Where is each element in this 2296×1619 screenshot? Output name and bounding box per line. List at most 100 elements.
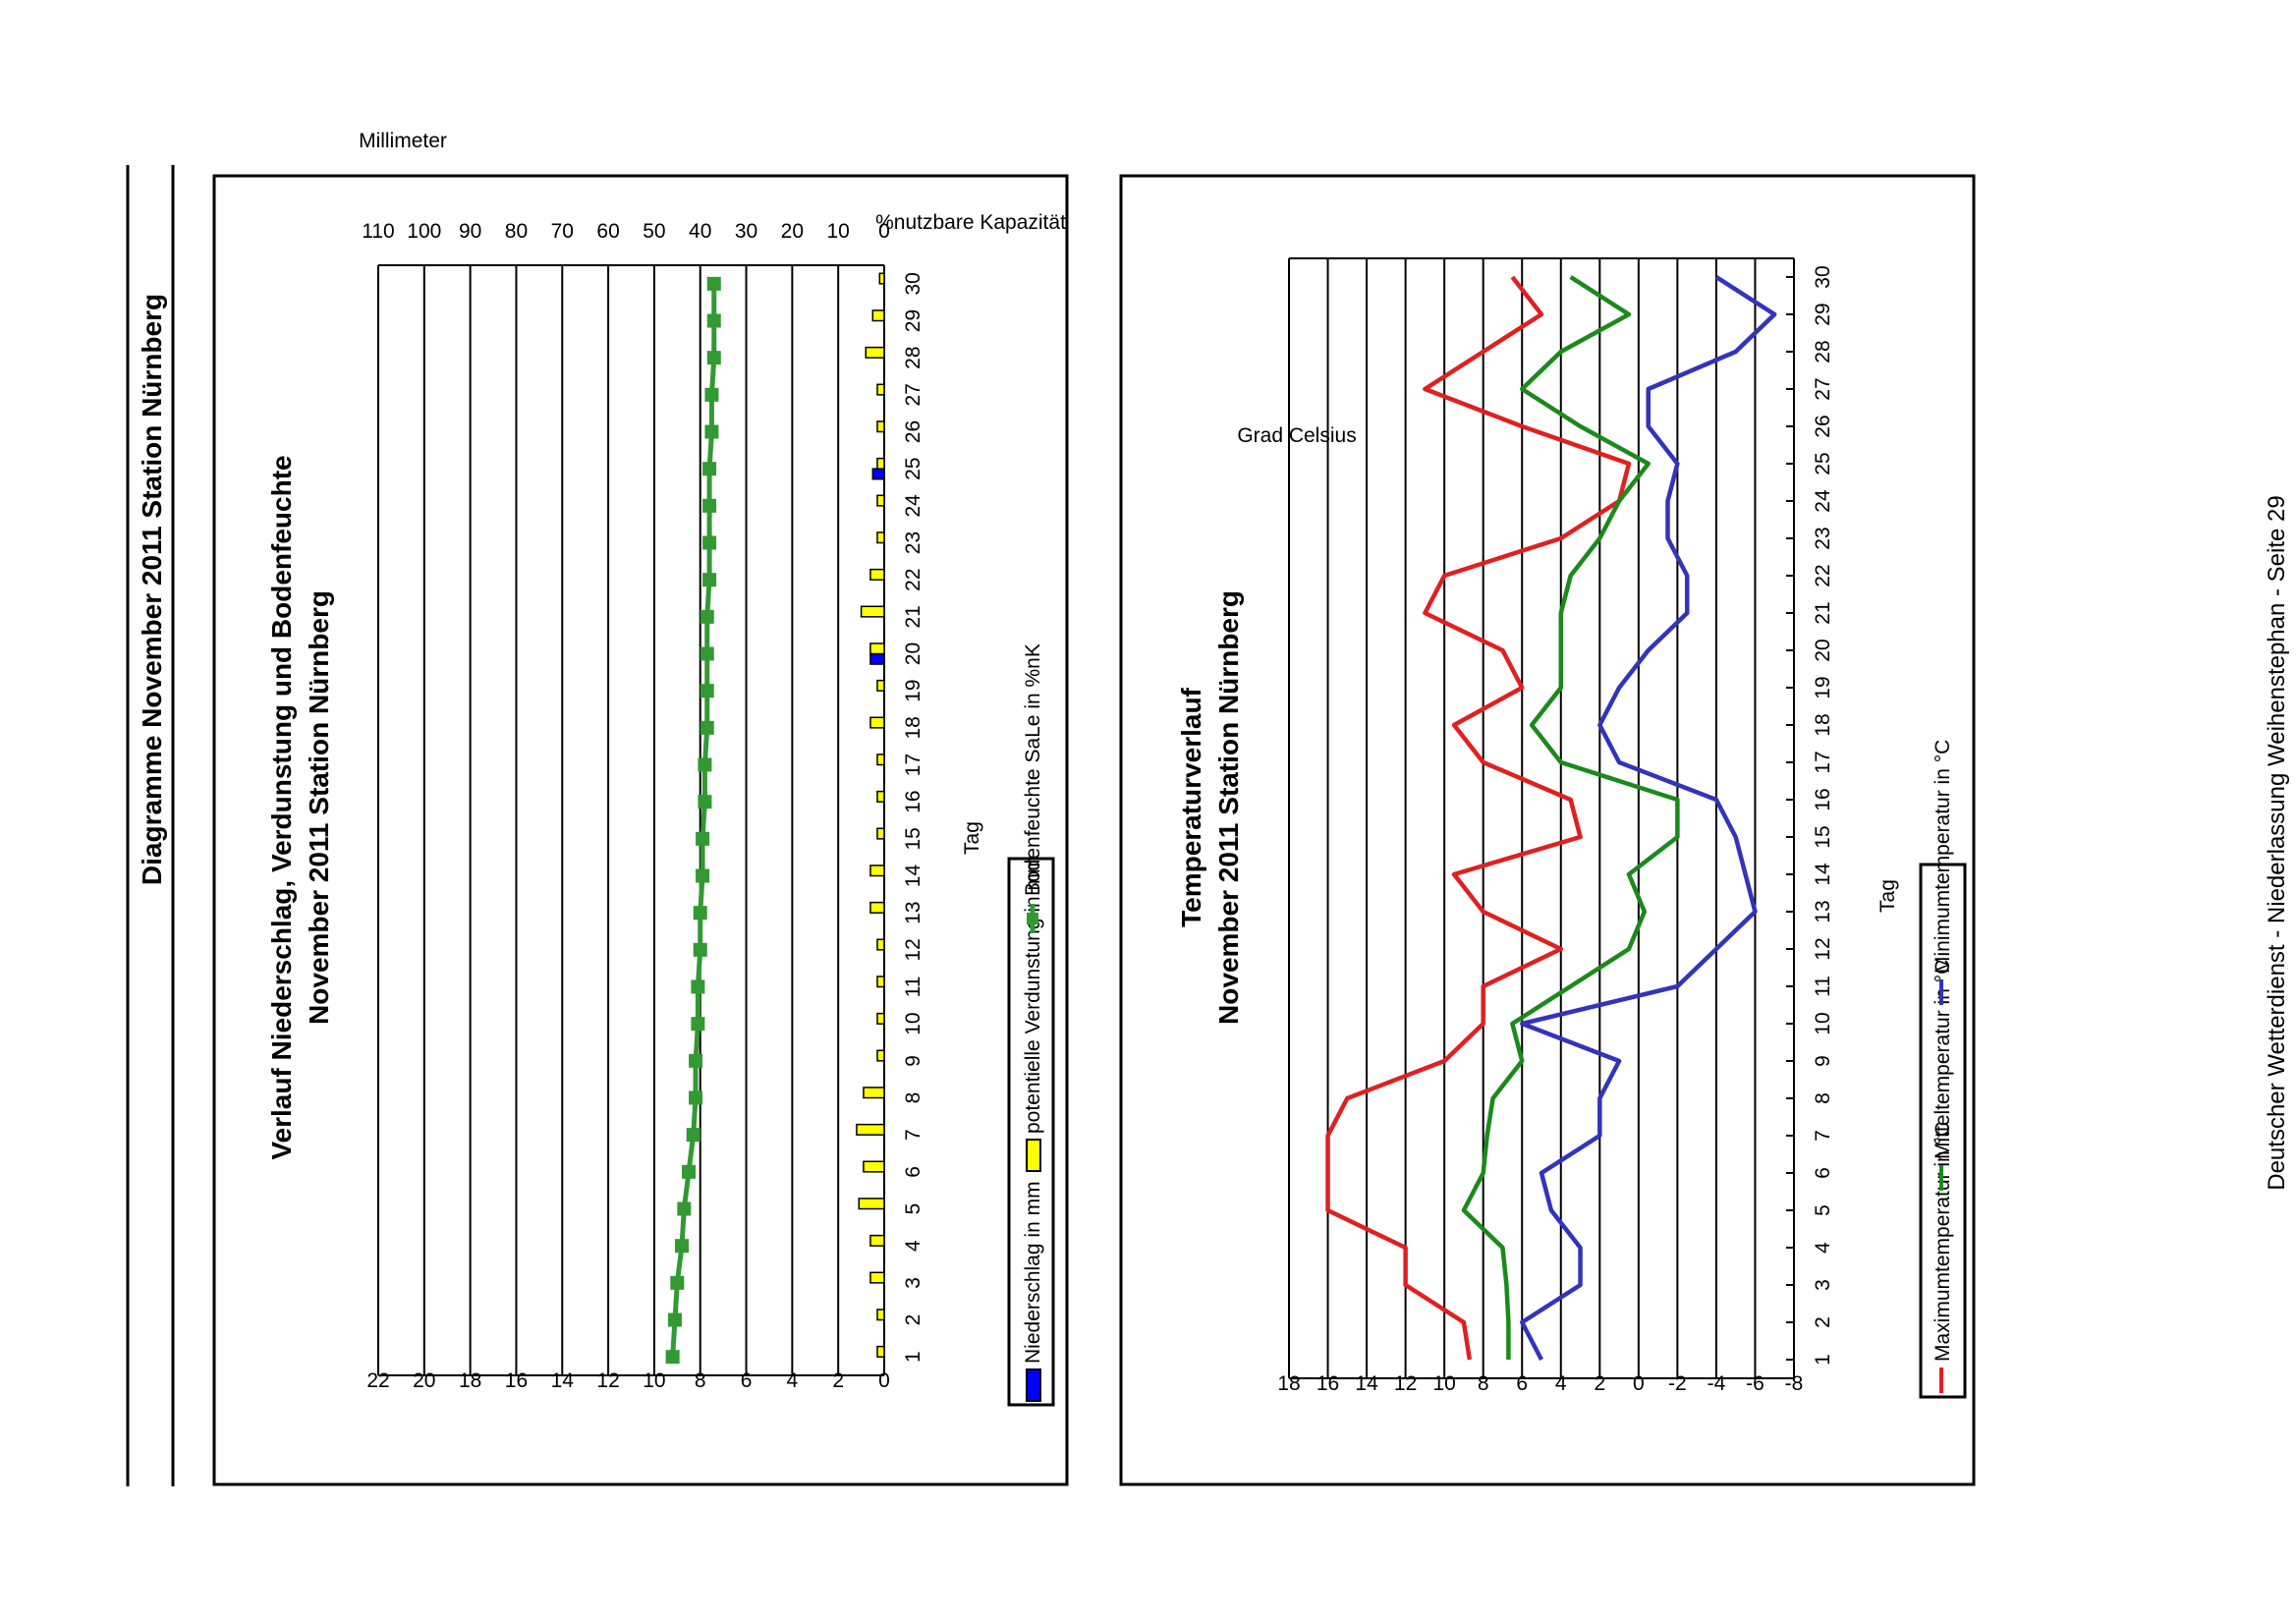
chart1-x-tick-label: 19	[902, 679, 924, 701]
chart2-x-tick-label: 11	[1812, 976, 1834, 997]
chart1-y2-tick-label: 30	[735, 220, 757, 243]
chart2-x-tick-label: 26	[1812, 415, 1834, 437]
chart2-x-tick-label: 4	[1812, 1242, 1834, 1254]
chart2-max-temp-line	[1325, 275, 1632, 1361]
chart2-y-tick-label: 4	[1555, 1372, 1567, 1395]
chart2-x-tick-label: 7	[1812, 1130, 1834, 1142]
chart1-y-tick-label: 2	[832, 1369, 844, 1392]
chart1-x-tick-label: 22	[902, 568, 924, 590]
chart2-x-tick-label: 12	[1812, 937, 1834, 960]
chart1-soil-moisture-point	[693, 942, 707, 957]
chart2-y-tick-label: 6	[1516, 1372, 1528, 1395]
page-footer: Deutscher Wetterdienst - Niederlassung W…	[2264, 495, 2290, 1191]
chart1-x-tick-label: 10	[902, 1012, 924, 1034]
chart1-x-tick-label: 26	[902, 420, 924, 443]
chart2-x-axis-label: Tag	[1876, 879, 1899, 913]
chart1-evap-bar	[876, 1049, 885, 1062]
chart2-y-tick-label: 16	[1316, 1372, 1339, 1395]
chart2-x-tick-label: 9	[1812, 1055, 1834, 1067]
chart1-y2-tick-label: 70	[551, 220, 574, 243]
chart1-y2-tick-label: 110	[362, 220, 394, 243]
chart1-evap-bar	[876, 976, 885, 988]
chart2-y-tick-label: 18	[1277, 1372, 1300, 1395]
chart2-x-tick-label: 2	[1812, 1316, 1834, 1328]
chart1-soil-moisture-point	[691, 979, 705, 994]
chart2-x-tick-label: 6	[1812, 1167, 1834, 1179]
chart1-y-tick-label: 0	[878, 1369, 890, 1392]
chart1-evap-bar	[876, 457, 885, 470]
chart2-x-tick-label: 22	[1812, 564, 1834, 586]
chart1-evap-bar	[863, 1087, 885, 1099]
chart1-x-tick-label: 8	[902, 1092, 924, 1104]
chart1-legend-label-evap: potentielle Verdunstung in mm	[1022, 856, 1044, 1134]
chart2-x-tick-label: 18	[1812, 713, 1834, 736]
chart2-y-axis-label: Grad Celsius	[1237, 424, 1356, 447]
chart2-x-tick-label: 10	[1812, 1012, 1834, 1034]
chart1-y-tick-label: 18	[459, 1369, 481, 1392]
chart1-subtitle: November 2011 Station Nürnberg	[304, 590, 334, 1025]
chart1-soil-moisture-point	[700, 720, 714, 735]
chart2-x-tick-label: 25	[1812, 452, 1834, 475]
chart2-x-tick-label: 19	[1812, 676, 1834, 698]
chart1-x-tick-label: 4	[902, 1240, 924, 1252]
chart1-evap-bar	[856, 1123, 885, 1136]
chart1-soil-moisture-point	[667, 1312, 682, 1327]
chart1-evap-bar	[876, 1012, 885, 1025]
chart1-legend-swatch-precip	[1026, 1368, 1041, 1402]
chart-temperature: Temperaturverlauf November 2011 Station …	[1119, 174, 1976, 1486]
chart2-x-tick-label: 29	[1812, 303, 1834, 325]
chart1-soil-moisture-point	[696, 868, 710, 883]
chart1-legend-label-soil: Bodenfeuchte SaLe in %nK	[1022, 643, 1044, 896]
chart2-y-tick-labels: -8 -6 -4 -2 0 2 4 6 8 10 12 14 16 18	[1277, 1372, 1803, 1395]
chart1-soil-moisture-point	[686, 1128, 700, 1143]
chart1-soil-moisture-point	[689, 1090, 703, 1105]
chart1-x-tick-label: 2	[902, 1314, 924, 1326]
chart2-x-tick-label: 5	[1812, 1204, 1834, 1216]
chart1-evap-bar	[869, 1271, 885, 1284]
chart1-y2-tick-label: 0	[878, 220, 890, 243]
page-header: Diagramme November 2011 Station Nürnberg	[137, 294, 167, 885]
chart2-temperature-series	[1325, 275, 1777, 1362]
chart1-x-tick-label: 3	[902, 1277, 924, 1289]
chart2-min-temp-line	[1519, 275, 1777, 1362]
chart1-y-tick-label: 6	[741, 1369, 753, 1392]
chart1-bars	[856, 272, 885, 1358]
chart1-soil-moisture-point	[704, 387, 719, 402]
chart2-y-tick-label: -4	[1708, 1372, 1726, 1395]
chart1-soil-moisture-point	[706, 313, 721, 328]
chart2-x-tick-label: 17	[1812, 751, 1834, 773]
chart1-y-tick-label: 14	[551, 1369, 575, 1392]
chart1-y-tick-label: 12	[596, 1369, 619, 1392]
chart1-x-tick-label: 20	[902, 642, 924, 665]
chart1-evap-bar	[876, 383, 885, 396]
chart1-evap-bar	[876, 754, 885, 766]
chart1-soil-moisture-point	[696, 831, 710, 846]
chart1-evap-bar	[869, 716, 885, 729]
chart2-legend-label-mean: Mitteltemperatur in °C	[1932, 960, 1954, 1159]
chart1-legend-box	[1007, 857, 1055, 1407]
chart1-x-tick-label: 9	[902, 1055, 924, 1067]
chart1-x-tick-label: 27	[902, 383, 924, 406]
chart1-soil-moisture-point	[702, 573, 717, 587]
chart1-soil-moisture-point	[702, 462, 717, 476]
chart1-y-tick-label: 22	[366, 1369, 389, 1392]
chart1-x-tick-label: 23	[902, 531, 924, 554]
chart1-evap-bar	[876, 827, 885, 840]
chart1-soil-moisture-point	[702, 535, 717, 550]
chart2-x-tick-label: 21	[1812, 601, 1834, 624]
chart1-y2-tick-label: 60	[596, 220, 619, 243]
chart2-x-tick-label: 23	[1812, 527, 1834, 549]
chart1-legend-marker-soil	[1027, 913, 1038, 924]
chart1-soil-moisture-point	[675, 1239, 689, 1254]
chart1-soil-moisture-point	[693, 906, 707, 921]
chart2-x-tick-label: 3	[1812, 1279, 1834, 1291]
chart2-y-tick-label: -6	[1746, 1372, 1764, 1395]
chart1-x-axis-label: Tag	[961, 821, 983, 855]
chart2-x-tick-label: 27	[1812, 377, 1834, 400]
chart1-evap-bar	[869, 642, 885, 655]
chart1-x-tick-label: 5	[902, 1203, 924, 1215]
chart1-soil-moisture-point	[665, 1350, 680, 1365]
chart1-evap-bar	[876, 1345, 885, 1358]
chart1-evap-bar	[876, 494, 885, 507]
